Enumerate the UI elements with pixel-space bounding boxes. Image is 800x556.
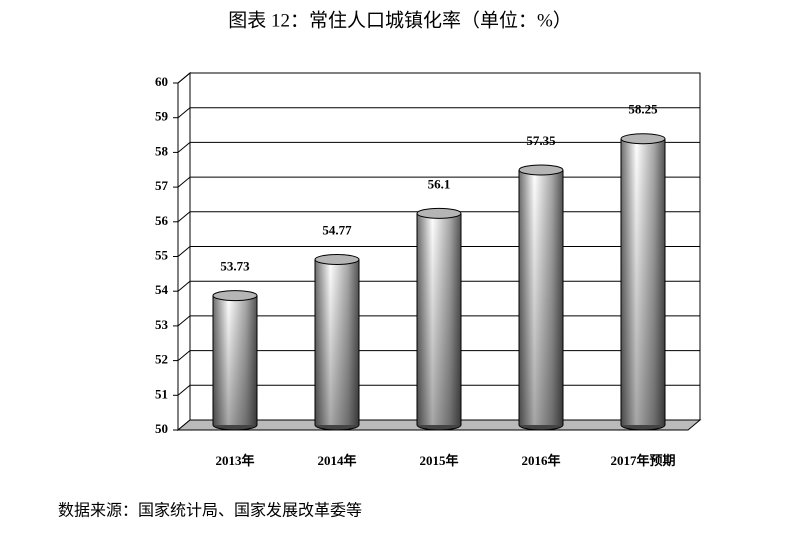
bar-top [620, 133, 666, 145]
bar-outline [416, 213, 462, 431]
grid-line [177, 315, 191, 327]
bar-shade [315, 259, 359, 425]
x-tick-label: 2013年 [215, 453, 254, 468]
y-tick-label: 55 [155, 247, 169, 262]
bar-shade [417, 213, 461, 425]
y-tick-label: 50 [155, 421, 168, 436]
grid-line [177, 384, 191, 396]
x-tick-label: 2016年 [521, 453, 560, 468]
grid-line [177, 142, 191, 153]
y-tick-label: 54 [155, 282, 169, 297]
y-tick-label: 60 [155, 74, 168, 89]
value-label: 56.1 [428, 176, 451, 191]
chart-title: 图表 12：常住人口城镇化率（单位：%） [228, 9, 572, 31]
source-note: 数据来源：国家统计局、国家发展改革委等 [58, 502, 362, 520]
y-tick-label: 57 [155, 178, 169, 193]
bar-top [212, 290, 258, 302]
grid-line [177, 107, 191, 119]
bar-shade [213, 295, 257, 425]
bar-shade [519, 169, 563, 425]
bar-top [518, 164, 564, 176]
bar-outline [518, 169, 564, 431]
value-label: 54.77 [322, 222, 352, 237]
bar-top [416, 207, 462, 219]
x-tick-label: 2015年 [419, 453, 458, 468]
grid-line [177, 211, 191, 223]
y-tick-label: 56 [155, 213, 169, 228]
y-tick-label: 58 [155, 143, 169, 158]
bar-outline [314, 259, 360, 431]
value-label: 58.25 [628, 102, 658, 117]
grid-line [177, 176, 191, 188]
value-label: 53.73 [220, 259, 250, 274]
x-tick-label: 2014年 [317, 453, 356, 468]
bar-shade [621, 138, 665, 425]
y-tick-label: 53 [155, 317, 169, 332]
bar-outline [620, 138, 666, 431]
bar-top [314, 253, 360, 265]
bar-outline [212, 295, 258, 431]
y-tick-label: 52 [155, 352, 168, 367]
value-label: 57.35 [526, 133, 556, 148]
grid-line [177, 280, 191, 292]
grid-line [177, 350, 191, 361]
grid-line [177, 246, 191, 257]
grid-line [177, 72, 191, 84]
y-tick-label: 59 [155, 109, 169, 124]
x-tick-label: 2017年预期 [610, 453, 675, 468]
y-tick-label: 51 [155, 386, 168, 401]
